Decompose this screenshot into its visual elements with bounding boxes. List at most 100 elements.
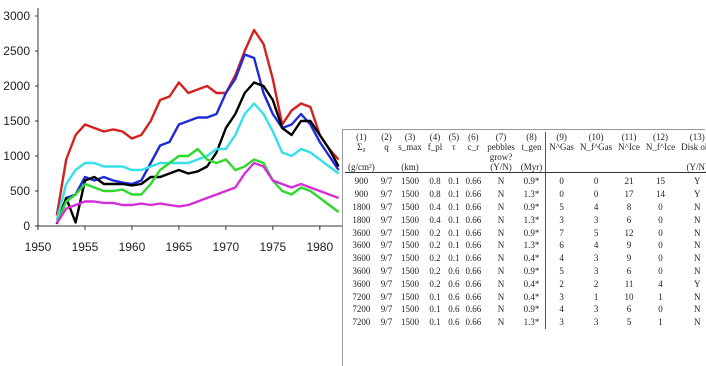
table-cell: 9/7 xyxy=(380,265,393,276)
table-header-numbers: (1) (2) (3) (4) (5) (6) (7) (8) (9) (10) (11) (12) (… xyxy=(345,132,706,142)
table-cell: 1.3* xyxy=(517,187,547,201)
table-header-extra: grow? xyxy=(345,152,706,162)
column-symbol: τ xyxy=(452,142,456,152)
table-cell: N xyxy=(693,253,701,264)
table-cell: Y xyxy=(693,176,701,187)
column-unit: (km) xyxy=(395,162,425,173)
table-cell: 6 xyxy=(626,304,632,315)
table-cell: 3 xyxy=(593,304,599,315)
table-cell: 3 xyxy=(559,317,564,328)
x-tick-label: 1975 xyxy=(259,240,286,254)
parameter-table: (1) (2) (3) (4) (5) (6) (7) (8) (9) (10) (11) (12) (… xyxy=(345,132,706,329)
table-row: 3600 9/7 1500 0.2 0.6 0.66 N 0.9* 5 3 6 0 N xyxy=(345,264,706,278)
column-symbol: c_r xyxy=(467,142,480,152)
table-cell: Y xyxy=(693,189,701,200)
series-line-1 xyxy=(55,28,340,216)
table-cell: 0 xyxy=(593,189,599,200)
table-cell: 3600 xyxy=(352,253,371,264)
table-cell: 3 xyxy=(593,253,599,264)
y-tick-label: 0 xyxy=(23,219,30,233)
table-cell: N xyxy=(497,189,505,200)
table-cell: 0.1 xyxy=(429,291,441,302)
table-row: 7200 9/7 1500 0.1 0.6 0.66 N 0.9* 4 3 6 0 N xyxy=(345,302,706,316)
table-cell: 0.66 xyxy=(465,201,482,212)
column-symbol: s_max xyxy=(398,142,422,152)
table-cell: 0 xyxy=(658,201,663,212)
column-symbol: pebbles xyxy=(487,142,515,152)
column-unit: (g/cm²) xyxy=(345,162,378,173)
column-number: (5) xyxy=(448,132,460,142)
table-cell: N xyxy=(497,240,505,251)
table-cell: 0.1 xyxy=(448,214,460,225)
table-row: 7200 9/7 1500 0.1 0.6 0.66 N 1.3* 3 3 5 1 N xyxy=(345,315,706,329)
column-symbol: N^Gas xyxy=(549,142,574,152)
series-line-6 xyxy=(55,161,340,224)
table-cell: 0.66 xyxy=(465,189,482,200)
table-cell: 4 xyxy=(593,201,599,212)
table-cell: N xyxy=(497,317,505,328)
table-cell: 0.8 xyxy=(429,176,441,187)
table-cell: 0.66 xyxy=(465,214,482,225)
table-cell: 0.1 xyxy=(429,304,441,315)
column-symbol: N_f^Ice xyxy=(645,142,676,152)
y-tick-label: 2500 xyxy=(3,44,30,58)
table-cell: 9/7 xyxy=(380,214,393,225)
table-cell: 6 xyxy=(626,214,632,225)
table-cell: 0 xyxy=(658,304,663,315)
table-cell: 9/7 xyxy=(380,227,393,238)
table-cell: 0.66 xyxy=(465,278,482,289)
column-extra xyxy=(546,152,577,162)
series-line-5 xyxy=(55,147,340,224)
table-cell: 1500 xyxy=(400,240,419,251)
table-cell: 11 xyxy=(624,278,634,289)
table-cell: 3 xyxy=(593,317,599,328)
table-cell: N xyxy=(693,227,701,238)
table-cell: 14 xyxy=(656,189,665,200)
table-cell: 12 xyxy=(624,227,634,238)
table-cell: 1 xyxy=(658,291,663,302)
table-cell: N xyxy=(693,317,701,328)
table-cell: 0.66 xyxy=(465,176,482,187)
x-tick-label: 1955 xyxy=(72,240,99,254)
table-cell: 0 xyxy=(658,240,663,251)
table-cell: 0.4 xyxy=(429,201,441,212)
table-cell: 0.2 xyxy=(429,253,441,264)
table-row: 900 9/7 1500 0.8 0.1 0.66 N 0.9* 0 0 21 15 Y xyxy=(345,172,706,188)
table-cell: 0.4* xyxy=(517,290,547,303)
table-cell: 9/7 xyxy=(380,240,393,251)
table-header-units: (g/cm²) (km) (Y/N) (Myr) (Y/N) xyxy=(345,162,706,173)
column-symbol: N^Ice xyxy=(618,142,640,152)
column-number: (6) xyxy=(468,132,479,142)
table-cell: 1 xyxy=(593,291,599,302)
column-unit: (Y/N) xyxy=(484,162,518,173)
table-cell: 1800 xyxy=(352,201,371,212)
table-cell: 0.4* xyxy=(517,277,547,291)
table-cell: 15 xyxy=(656,176,665,187)
column-unit xyxy=(615,162,643,173)
table-cell: 3 xyxy=(593,214,599,225)
table-cell: 0.9* xyxy=(517,172,547,188)
column-extra xyxy=(462,152,484,162)
y-tick-label: 2000 xyxy=(3,79,30,93)
table-cell: 1 xyxy=(658,317,663,328)
table-cell: 0 xyxy=(658,214,663,225)
table-cell: 0 xyxy=(658,253,663,264)
table-cell: 0.2 xyxy=(429,240,441,251)
table-cell: 3600 xyxy=(352,265,371,276)
x-tick-label: 1950 xyxy=(25,240,52,254)
column-number: (2) xyxy=(381,132,392,142)
column-extra xyxy=(345,152,378,162)
table-row: 1800 9/7 1500 0.4 0.1 0.66 N 0.9* 5 4 8 0 N xyxy=(345,200,706,214)
table-cell: 0 xyxy=(658,227,663,238)
table-cell: 17 xyxy=(624,189,634,200)
column-number: (4) xyxy=(429,132,441,142)
x-tick-label: 1960 xyxy=(119,240,146,254)
table-cell: 0.8 xyxy=(429,189,441,200)
table-cell: 4 xyxy=(559,304,564,315)
table-cell: N xyxy=(693,201,701,212)
column-extra xyxy=(378,152,396,162)
table-cell: 5 xyxy=(626,317,632,328)
table-cell: 21 xyxy=(624,176,634,187)
table-cell: 0.1 xyxy=(448,189,460,200)
column-number: (11) xyxy=(621,132,637,142)
